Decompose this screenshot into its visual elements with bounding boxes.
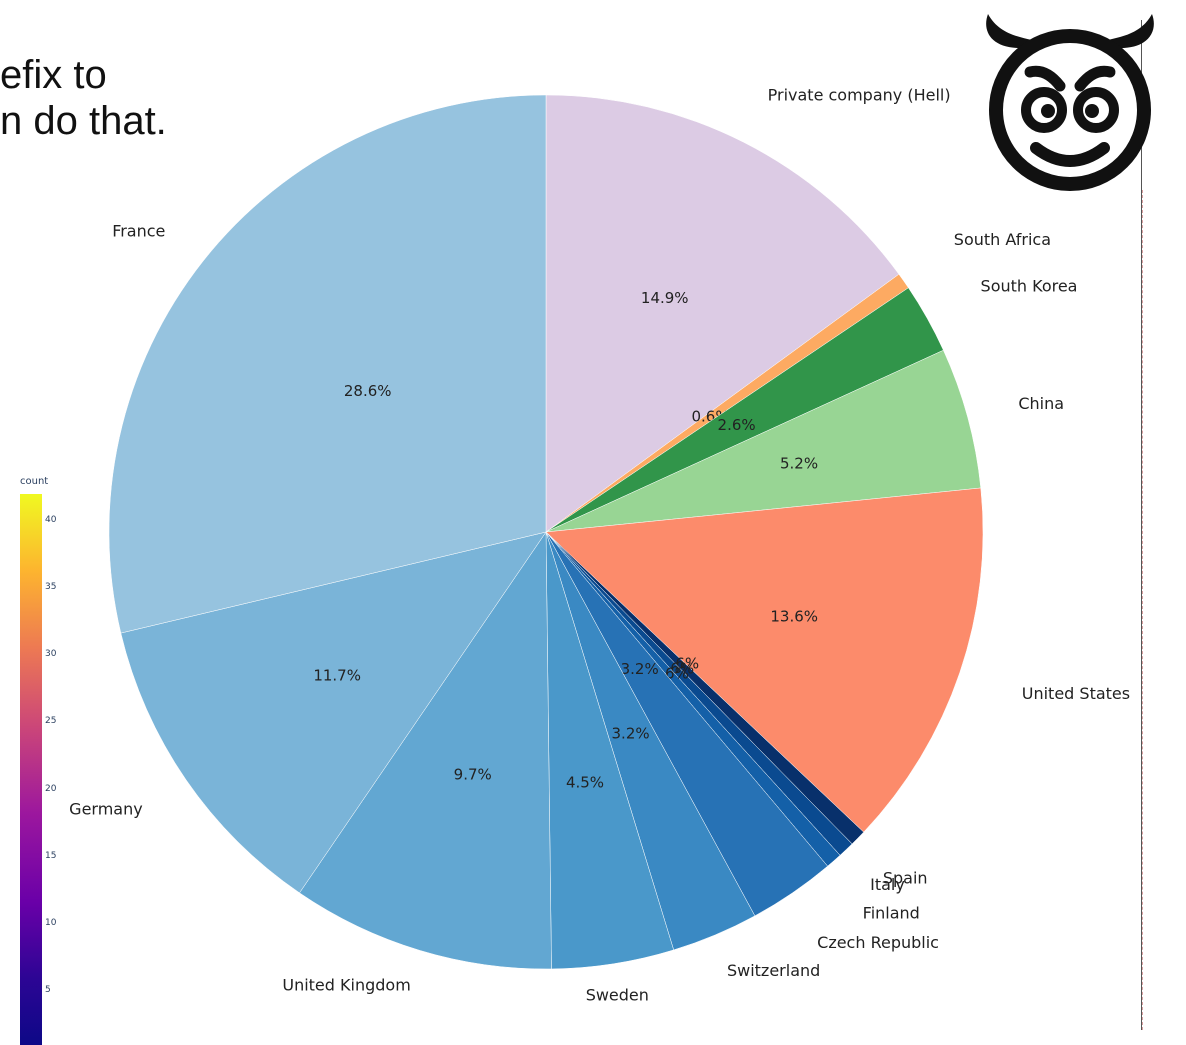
pie-slice[interactable]	[545, 487, 984, 833]
colorbar: count 40 35 30 25 20 15 10 5	[18, 476, 78, 1045]
slice-category-label: Private company (Hell)	[768, 86, 951, 105]
slice-percent-label: 28.6%	[344, 382, 392, 400]
slice-category-label: United States	[1022, 684, 1130, 703]
colorbar-tick: 30	[45, 649, 57, 660]
caption-line-2: n do that.	[0, 99, 167, 143]
slice-category-label: China	[1018, 394, 1064, 413]
pie-slice[interactable]	[545, 94, 900, 533]
pie-slice[interactable]	[299, 531, 552, 970]
slice-percent-label: 3.2%	[612, 724, 650, 742]
slice-category-label: Finland	[863, 904, 920, 923]
slice-category-label: Czech Republic	[817, 933, 939, 952]
slice-category-label: Sweden	[586, 986, 649, 1005]
slice-category-label: Germany	[69, 799, 143, 818]
slice-percent-label: 14.9%	[641, 289, 689, 307]
colorbar-tick: 15	[45, 850, 57, 861]
slice-percent-label: 4.5%	[566, 773, 604, 791]
slice-category-label: Spain	[883, 869, 928, 888]
slice-category-label: United Kingdom	[282, 976, 410, 995]
caption-line-1: efix to	[0, 53, 107, 97]
colorbar-tick: 5	[45, 985, 51, 996]
slice-category-label: France	[112, 221, 165, 240]
slice-percent-label: 9.7%	[454, 766, 492, 784]
colorbar-tick: 35	[45, 582, 57, 593]
panel-divider	[1141, 20, 1142, 1030]
slice-category-label: South Korea	[981, 276, 1078, 295]
colorbar-tick: 40	[45, 514, 57, 525]
slice-percent-label: 3.2%	[621, 660, 659, 678]
colorbar-gradient	[20, 494, 42, 1045]
pie-slice[interactable]	[545, 349, 982, 533]
colorbar-tick: 10	[45, 918, 57, 929]
colorbar-tick: 25	[45, 716, 57, 727]
smiling-face-with-horns-icon	[986, 14, 1154, 191]
slice-percent-label: 13.6%	[770, 607, 818, 625]
slice-category-label: South Africa	[954, 230, 1051, 249]
panel-divider-dashed	[1142, 190, 1143, 1030]
overlay-caption: efix to n do that.	[0, 52, 167, 144]
slice-percent-label: 11.7%	[313, 667, 361, 685]
pie-slice[interactable]	[108, 94, 547, 634]
slice-category-label: Italy	[870, 875, 905, 894]
slice-percent-label: 5.2%	[780, 454, 818, 472]
colorbar-tick: 20	[45, 783, 57, 794]
pie-slice[interactable]	[120, 531, 547, 894]
slice-category-label: Switzerland	[727, 961, 820, 980]
colorbar-title: count	[20, 476, 49, 487]
slice-percent-label: 2.6%	[718, 416, 756, 434]
